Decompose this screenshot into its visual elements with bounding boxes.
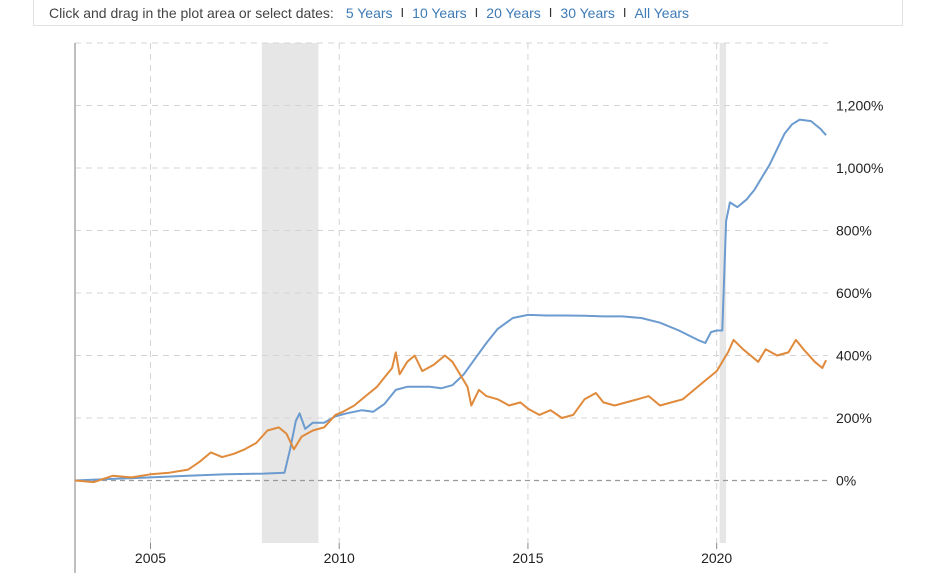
range-5-years-link[interactable]: 5 Years [345,4,393,21]
y-tick-label: 200% [836,410,872,426]
range-separator: I [622,5,627,20]
range-separator: I [474,5,479,20]
y-tick-label: 800% [836,223,872,239]
range-10-years-link[interactable]: 10 Years [412,4,467,21]
tick-labels: 0% 200% 400% 600% 800% 1,000% 1,200% 2005 2010 20… [135,98,884,567]
y-tick-label: 1,000% [836,160,883,176]
y-tick-label: 1,200% [836,98,883,114]
range-all-years-link[interactable]: All Years [634,4,690,21]
x-tick-label: 2020 [701,550,732,566]
range-separator: I [400,5,405,20]
grid-lines [75,42,828,543]
y-tick-label: 600% [836,285,872,301]
x-tick-label: 2005 [135,550,166,566]
range-separator: I [548,5,553,20]
series-line-2 [74,338,827,484]
date-range-toolbar: Click and drag in the plot area or selec… [33,0,903,26]
toolbar-prompt: Click and drag in the plot area or selec… [49,4,334,21]
axes [74,43,718,573]
series-line-1 [74,118,827,482]
x-tick-label: 2010 [324,550,355,566]
range-30-years-link[interactable]: 30 Years [560,4,615,21]
y-tick-label: 400% [836,348,872,364]
x-tick-label: 2015 [512,550,543,566]
series-lines [74,118,827,484]
range-20-years-link[interactable]: 20 Years [486,4,541,21]
y-tick-label: 0% [836,473,856,489]
